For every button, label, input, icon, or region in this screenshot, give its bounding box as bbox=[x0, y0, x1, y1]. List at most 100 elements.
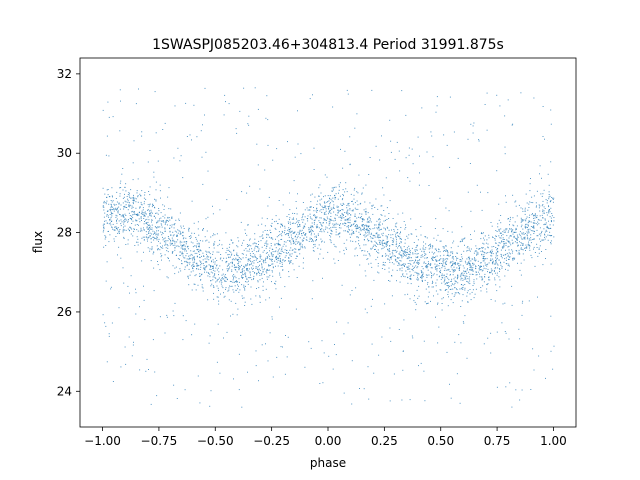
data-point bbox=[321, 211, 323, 213]
data-point bbox=[548, 194, 550, 195]
data-point bbox=[403, 275, 405, 277]
data-point bbox=[423, 262, 425, 264]
data-point bbox=[177, 239, 179, 241]
data-point bbox=[456, 289, 458, 291]
data-point bbox=[438, 326, 440, 328]
data-point bbox=[552, 199, 554, 200]
data-point bbox=[210, 257, 211, 259]
data-point bbox=[289, 240, 291, 242]
data-point bbox=[362, 225, 363, 227]
data-point bbox=[362, 219, 364, 221]
data-point bbox=[328, 223, 330, 225]
data-point bbox=[361, 221, 363, 223]
data-point bbox=[277, 251, 279, 253]
data-point bbox=[193, 222, 195, 224]
data-point bbox=[209, 253, 211, 255]
data-point bbox=[257, 164, 259, 166]
data-point bbox=[317, 233, 319, 235]
data-point bbox=[216, 269, 218, 271]
data-point bbox=[194, 323, 196, 325]
data-point bbox=[368, 216, 370, 218]
data-point bbox=[141, 237, 143, 239]
data-point bbox=[161, 220, 163, 222]
data-point bbox=[408, 265, 410, 267]
data-point bbox=[389, 253, 391, 255]
data-point bbox=[335, 231, 337, 233]
data-point bbox=[540, 219, 542, 221]
data-point bbox=[454, 282, 456, 284]
data-point bbox=[344, 223, 346, 224]
data-point bbox=[544, 138, 545, 140]
data-point bbox=[275, 215, 277, 217]
data-point bbox=[486, 258, 488, 260]
data-point bbox=[399, 269, 401, 271]
data-point bbox=[221, 274, 223, 276]
data-point bbox=[372, 238, 374, 239]
data-point bbox=[233, 264, 235, 266]
data-point bbox=[280, 258, 281, 260]
data-point bbox=[540, 193, 542, 195]
data-point bbox=[542, 204, 544, 206]
data-point bbox=[219, 265, 221, 267]
data-point bbox=[445, 263, 447, 265]
data-point bbox=[394, 255, 396, 257]
data-point bbox=[112, 223, 114, 225]
data-point bbox=[533, 97, 535, 99]
data-point bbox=[105, 280, 107, 282]
data-point bbox=[209, 268, 211, 270]
data-point bbox=[313, 215, 315, 216]
data-point bbox=[522, 210, 524, 212]
data-point bbox=[532, 226, 534, 228]
data-point bbox=[233, 291, 235, 293]
data-point bbox=[346, 210, 348, 212]
data-point bbox=[500, 222, 502, 224]
data-point bbox=[108, 203, 110, 205]
data-point bbox=[378, 219, 380, 221]
data-point bbox=[450, 288, 452, 290]
data-point bbox=[347, 212, 349, 214]
data-point bbox=[123, 196, 125, 198]
data-point bbox=[395, 258, 397, 260]
data-point bbox=[366, 226, 368, 228]
data-point bbox=[135, 219, 137, 221]
data-point bbox=[291, 236, 292, 238]
data-point bbox=[257, 281, 259, 283]
data-point bbox=[147, 204, 149, 206]
data-point bbox=[272, 254, 274, 256]
data-point bbox=[545, 222, 547, 224]
data-point bbox=[129, 217, 131, 219]
data-point bbox=[469, 264, 471, 266]
data-point bbox=[119, 193, 121, 195]
data-point bbox=[436, 265, 438, 267]
data-point bbox=[463, 250, 465, 252]
data-point bbox=[289, 249, 291, 251]
data-point bbox=[250, 263, 252, 265]
data-point bbox=[459, 275, 461, 277]
data-point bbox=[230, 300, 232, 302]
data-point bbox=[224, 94, 226, 96]
data-point bbox=[538, 207, 540, 209]
data-point bbox=[347, 209, 349, 211]
data-point bbox=[467, 290, 469, 292]
data-point bbox=[548, 191, 550, 193]
data-point bbox=[469, 289, 471, 290]
data-point bbox=[302, 202, 304, 203]
data-point bbox=[276, 256, 278, 258]
data-point bbox=[229, 250, 231, 252]
data-point bbox=[382, 242, 384, 244]
data-point bbox=[488, 277, 490, 279]
data-point bbox=[416, 257, 418, 258]
data-point bbox=[196, 240, 198, 242]
data-point bbox=[269, 265, 271, 266]
data-point bbox=[210, 271, 212, 273]
data-point bbox=[433, 273, 435, 275]
data-point bbox=[416, 253, 418, 255]
data-point bbox=[405, 227, 407, 228]
data-point bbox=[258, 271, 260, 273]
data-point bbox=[330, 219, 332, 221]
data-point bbox=[123, 221, 125, 223]
data-point bbox=[440, 278, 442, 280]
data-point bbox=[446, 255, 448, 256]
data-point bbox=[368, 263, 370, 265]
data-point bbox=[122, 215, 124, 217]
